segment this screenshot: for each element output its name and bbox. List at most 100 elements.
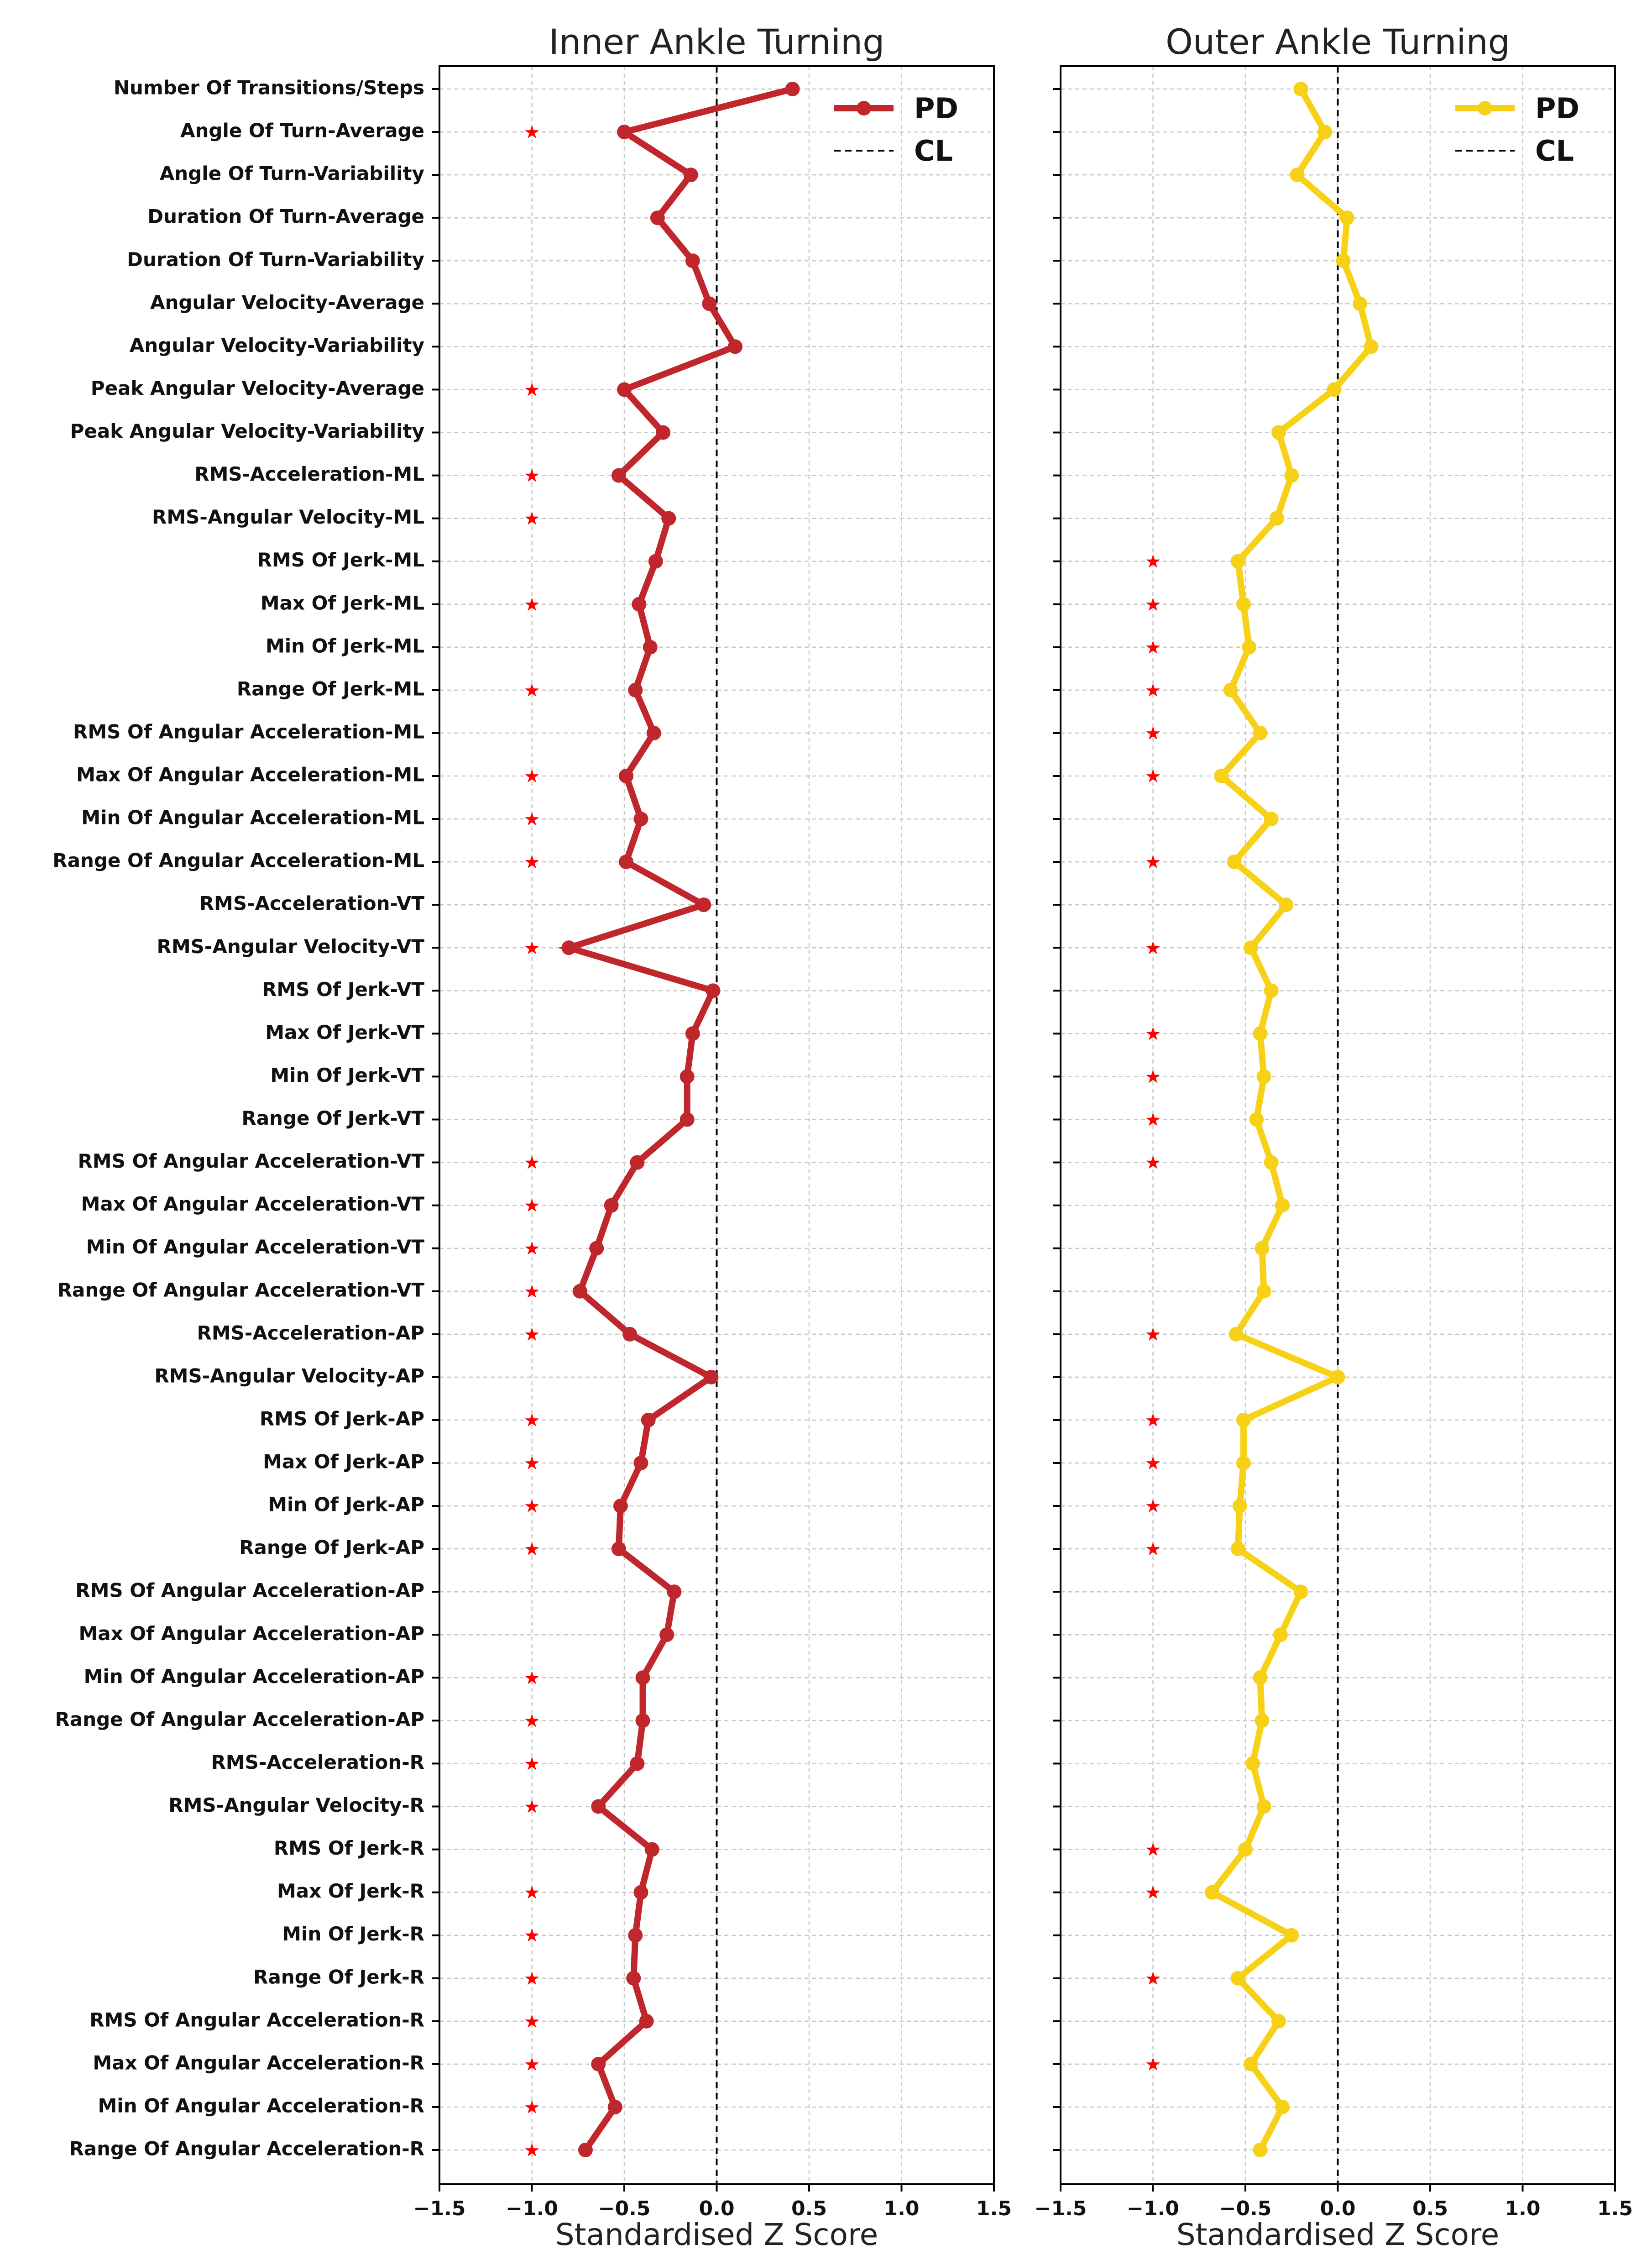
pd-data-point: [1245, 1756, 1260, 1771]
significance-star: ★: [1145, 1153, 1161, 1174]
significance-star: ★: [1145, 1539, 1161, 1560]
pd-data-point: [696, 897, 711, 912]
significance-star: ★: [1145, 1840, 1161, 1861]
significance-star: ★: [524, 1324, 540, 1345]
pd-data-point: [680, 1069, 695, 1084]
significance-star: ★: [524, 1667, 540, 1688]
pd-data-point: [1205, 1885, 1220, 1900]
pd-data-point: [1230, 1971, 1245, 1986]
pd-data-point: [1284, 1928, 1299, 1943]
significance-star: ★: [524, 809, 540, 830]
pd-data-point: [611, 468, 626, 483]
panel-title: Inner Ankle Turning: [549, 21, 885, 62]
panel-title: Outer Ankle Turning: [1166, 21, 1510, 62]
pd-data-point: [785, 82, 800, 96]
category-label: Angular Velocity-Variability: [130, 334, 424, 357]
pd-data-point: [728, 339, 742, 354]
significance-star: ★: [1145, 1410, 1161, 1431]
category-label: RMS-Acceleration-VT: [199, 892, 425, 915]
category-label: Min Of Angular Acceleration-ML: [81, 807, 424, 829]
pd-data-point: [561, 940, 576, 955]
category-label: Peak Angular Velocity-Average: [91, 377, 424, 399]
pd-data-point: [1244, 940, 1259, 955]
legend-pd-label: PD: [1535, 92, 1579, 125]
pd-data-point: [1253, 2143, 1268, 2157]
pd-data-point: [633, 812, 648, 827]
category-label: Min Of Jerk-ML: [266, 634, 424, 657]
significance-star: ★: [524, 1410, 540, 1431]
significance-star: ★: [524, 379, 540, 400]
category-label: Min Of Angular Acceleration-R: [98, 2094, 424, 2117]
pd-data-point: [650, 210, 665, 225]
x-axis-label: Standardised Z Score: [1176, 2217, 1500, 2252]
category-label: RMS Of Jerk-ML: [257, 549, 424, 571]
pd-data-point: [1255, 1713, 1270, 1728]
category-label: RMS-Angular Velocity-VT: [157, 935, 425, 958]
category-label: Min Of Angular Acceleration-VT: [86, 1236, 425, 1258]
panel-inner-ankle-turning: −1.5 −1.0 −0.5 0.0 0.5 1.0 1.5 Inner Ankle Turn…: [413, 21, 1012, 2252]
category-label: Max Of Jerk-ML: [261, 592, 424, 614]
significance-star: ★: [1145, 1496, 1161, 1517]
pd-data-point: [1253, 725, 1268, 740]
x-tick-label: −1.5: [413, 2197, 466, 2220]
category-label: Min Of Angular Acceleration-AP: [84, 1665, 424, 1688]
significance-star: ★: [1145, 551, 1161, 572]
x-tick-label: 0.0: [1320, 2197, 1356, 2220]
category-label: RMS-Acceleration-R: [211, 1751, 424, 1773]
significance-star: ★: [524, 1882, 540, 1903]
pd-data-point: [644, 1842, 659, 1857]
pd-data-point: [626, 1971, 641, 1986]
category-label: Range Of Jerk-VT: [241, 1107, 424, 1129]
pd-data-point: [1290, 168, 1305, 183]
significance-star: ★: [524, 594, 540, 615]
significance-star: ★: [524, 1539, 540, 1560]
significance-star: ★: [524, 2097, 540, 2118]
significance-star: ★: [1145, 1023, 1161, 1044]
pd-data-point: [635, 1713, 650, 1728]
significance-star: ★: [524, 1925, 540, 1946]
pd-data-point: [680, 1112, 695, 1127]
significance-star: ★: [524, 2140, 540, 2161]
category-label: Duration Of Turn-Average: [147, 205, 424, 228]
pd-data-point: [1273, 1627, 1288, 1642]
pd-data-point: [613, 1499, 628, 1514]
x-tick-label: 0.0: [699, 2197, 735, 2220]
category-label: Angular Velocity-Average: [150, 291, 424, 314]
category-label: Min Of Jerk-VT: [270, 1064, 424, 1086]
category-label: Peak Angular Velocity-Variability: [70, 420, 424, 442]
significance-star: ★: [524, 680, 540, 701]
category-label: RMS Of Jerk-AP: [260, 1407, 424, 1430]
pd-data-point: [591, 2056, 606, 2071]
x-tick-label: 1.0: [1505, 2197, 1541, 2220]
category-label: RMS Of Angular Acceleration-R: [89, 2008, 424, 2031]
pd-data-point: [1256, 1284, 1271, 1299]
pd-data-point: [641, 1412, 656, 1427]
significance-star: ★: [1145, 1066, 1161, 1087]
pd-data-point: [1230, 554, 1245, 569]
pd-data-point: [619, 855, 634, 870]
significance-star: ★: [1145, 637, 1161, 658]
pd-data-point: [1256, 1799, 1271, 1814]
category-label: Range Of Jerk-AP: [239, 1536, 424, 1559]
pd-data-point: [1253, 1670, 1268, 1685]
category-label: Range Of Angular Acceleration-AP: [55, 1708, 424, 1730]
category-label: Angle Of Turn-Variability: [160, 163, 424, 185]
pd-data-point: [702, 296, 717, 311]
significance-star: ★: [524, 1496, 540, 1517]
x-tick-label: 1.0: [884, 2197, 920, 2220]
pd-data-point: [1232, 1499, 1247, 1514]
category-label: Min Of Jerk-AP: [268, 1494, 424, 1516]
category-label: RMS-Angular Velocity-AP: [154, 1364, 424, 1387]
legend-cl-label: CL: [914, 134, 953, 168]
significance-star: ★: [1145, 1882, 1161, 1903]
significance-star: ★: [1145, 680, 1161, 701]
pd-data-point: [648, 554, 663, 569]
pd-data-point: [1253, 1026, 1268, 1041]
significance-star: ★: [1145, 594, 1161, 615]
category-label: RMS Of Angular Acceleration-VT: [78, 1150, 424, 1172]
category-label: Max Of Angular Acceleration-R: [93, 2051, 424, 2074]
category-label: RMS Of Angular Acceleration-AP: [75, 1579, 424, 1602]
category-label: Range Of Angular Acceleration-R: [69, 2138, 424, 2160]
